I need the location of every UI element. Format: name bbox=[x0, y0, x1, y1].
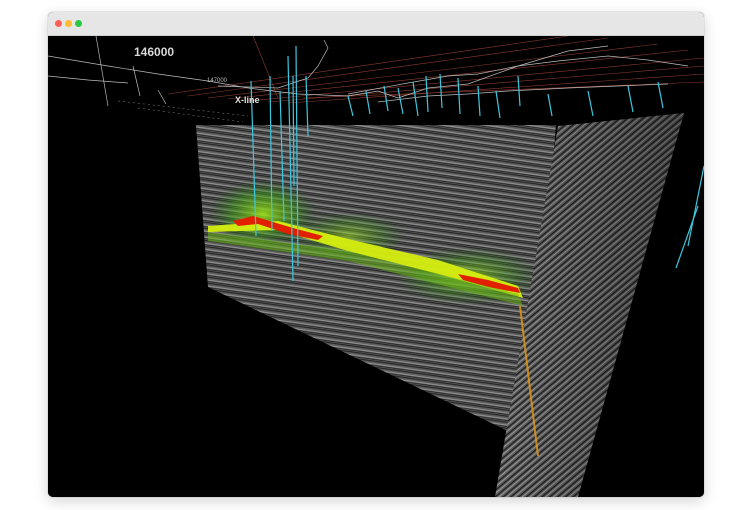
coordinate-label-secondary: 147000 bbox=[207, 78, 228, 84]
maximize-button[interactable] bbox=[75, 20, 82, 27]
close-button[interactable] bbox=[55, 20, 62, 27]
minimize-button[interactable] bbox=[65, 20, 72, 27]
well-trajectories[interactable] bbox=[250, 45, 704, 282]
title-bar bbox=[48, 12, 704, 36]
coordinate-label-primary: 146000 bbox=[134, 45, 175, 59]
survey-markers bbox=[117, 100, 249, 123]
inline-seismic-section[interactable] bbox=[196, 125, 556, 442]
section-label-xline: X-line bbox=[235, 95, 260, 105]
survey-grid-lines bbox=[167, 36, 704, 104]
crossline-seismic-section[interactable] bbox=[495, 113, 684, 497]
surface-horizon-lines bbox=[48, 36, 689, 107]
app-window: 146000 147000 X-line bbox=[48, 12, 704, 497]
seismic-scene[interactable] bbox=[48, 36, 704, 497]
seismic-3d-viewport[interactable]: 146000 147000 X-line bbox=[48, 36, 704, 497]
